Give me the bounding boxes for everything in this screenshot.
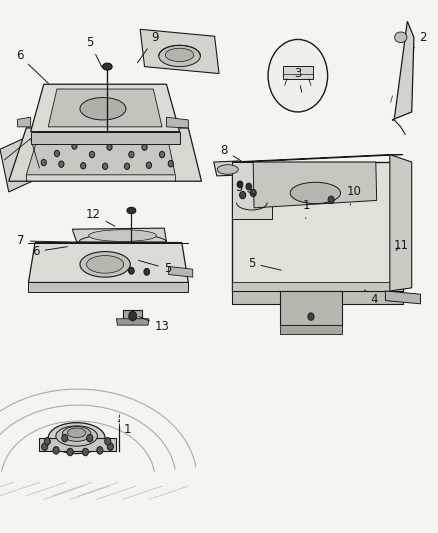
Circle shape [250,189,256,197]
Ellipse shape [86,255,124,273]
Polygon shape [232,155,403,162]
Polygon shape [232,291,403,304]
Polygon shape [9,128,201,181]
Ellipse shape [67,428,86,438]
Polygon shape [31,132,180,144]
Ellipse shape [80,98,126,120]
Text: 6: 6 [16,50,48,83]
Circle shape [54,150,60,157]
Ellipse shape [80,252,131,277]
Polygon shape [0,133,44,192]
Circle shape [82,448,88,456]
Polygon shape [283,66,313,79]
Circle shape [107,144,112,150]
Text: 2: 2 [413,31,427,49]
Circle shape [41,159,46,166]
Circle shape [53,447,59,454]
Text: 8: 8 [221,144,242,161]
Polygon shape [48,89,162,127]
Polygon shape [140,29,219,74]
Polygon shape [18,117,31,127]
Circle shape [129,268,134,274]
Circle shape [168,160,173,167]
Text: 5: 5 [138,260,171,275]
Circle shape [59,161,64,167]
Text: 12: 12 [86,208,115,226]
Ellipse shape [159,45,200,67]
Polygon shape [31,84,180,132]
Text: 5: 5 [248,257,281,270]
Circle shape [87,434,93,442]
Text: 1: 1 [118,421,132,435]
Circle shape [159,151,165,158]
Circle shape [67,448,73,456]
Circle shape [328,196,334,204]
Polygon shape [117,319,149,325]
Circle shape [89,151,95,158]
Text: 3: 3 [294,67,302,92]
Ellipse shape [165,48,194,62]
Circle shape [144,269,150,275]
Circle shape [246,183,251,190]
Ellipse shape [48,423,105,454]
Polygon shape [169,266,193,277]
Circle shape [81,163,86,169]
Circle shape [142,144,147,150]
Ellipse shape [395,32,407,43]
Polygon shape [390,155,412,291]
Circle shape [97,447,103,454]
Text: 9: 9 [138,31,159,63]
Circle shape [146,162,152,168]
Ellipse shape [89,230,157,241]
Circle shape [268,39,328,112]
Text: 5: 5 [86,36,102,67]
Polygon shape [232,282,403,291]
Circle shape [308,313,314,320]
Circle shape [129,311,137,321]
Polygon shape [232,162,403,291]
Circle shape [240,191,246,199]
Text: 7: 7 [17,235,89,247]
Ellipse shape [127,207,136,214]
Circle shape [62,434,68,442]
Ellipse shape [217,165,238,174]
Circle shape [129,151,134,158]
Polygon shape [253,162,377,208]
Text: 6: 6 [32,245,67,258]
Polygon shape [214,161,243,176]
Text: 4: 4 [364,290,378,306]
Circle shape [44,438,50,445]
Polygon shape [28,282,188,292]
Text: 5: 5 [235,181,256,195]
Text: 11: 11 [393,239,408,252]
Ellipse shape [290,182,341,204]
Ellipse shape [56,426,97,446]
Polygon shape [385,291,420,304]
Polygon shape [392,21,414,120]
Polygon shape [280,291,342,325]
Polygon shape [39,438,116,451]
Circle shape [42,443,48,450]
Polygon shape [280,325,342,334]
Circle shape [237,181,243,188]
Polygon shape [26,132,175,175]
Polygon shape [72,228,166,242]
Ellipse shape [62,426,91,441]
Circle shape [102,163,108,169]
Polygon shape [232,162,272,219]
Text: 10: 10 [346,185,361,205]
Text: 13: 13 [139,317,170,333]
Circle shape [72,143,77,149]
Circle shape [107,443,113,450]
Ellipse shape [102,63,112,70]
Text: 1: 1 [303,199,311,219]
Polygon shape [28,243,188,282]
Circle shape [105,438,111,445]
Circle shape [124,163,130,169]
Polygon shape [123,310,142,320]
Polygon shape [166,117,188,128]
